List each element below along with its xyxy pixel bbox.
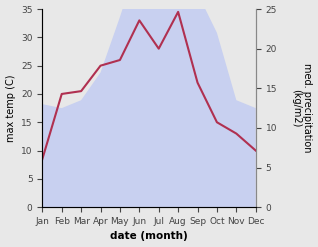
Y-axis label: med. precipitation
(kg/m2): med. precipitation (kg/m2) [291,63,313,153]
Y-axis label: max temp (C): max temp (C) [5,74,16,142]
X-axis label: date (month): date (month) [110,231,188,242]
